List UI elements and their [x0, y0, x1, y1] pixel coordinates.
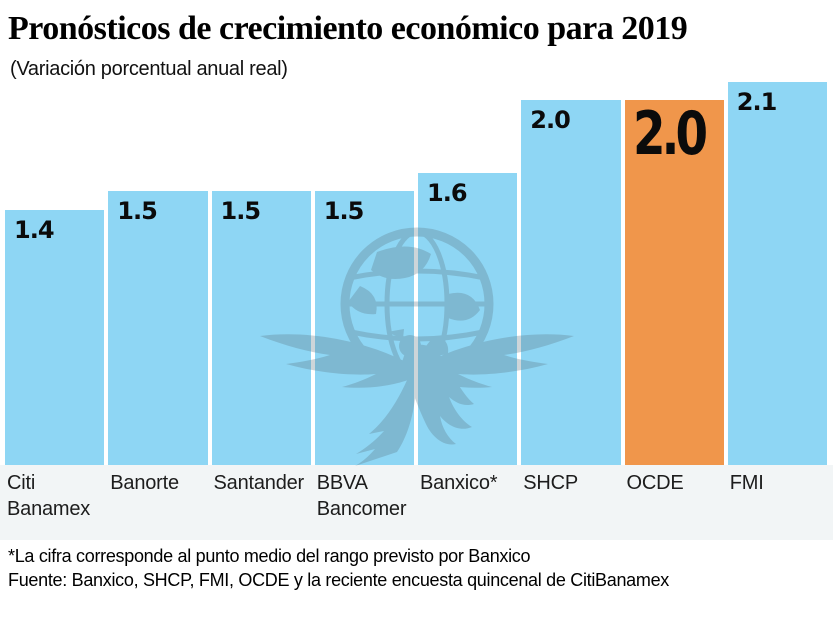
bar-shcp: 2.0 — [521, 100, 621, 465]
category-label-shcp: SHCP — [523, 472, 579, 494]
bar-santander: 1.5 — [211, 191, 311, 465]
footnote: *La cifra corresponde al punto medio del… — [8, 546, 531, 566]
bar-value-ocde: 2.0 — [632, 99, 708, 169]
category-label-fmi: FMI — [729, 472, 764, 494]
bar-value-citi-banamex: 1.4 — [14, 216, 55, 244]
bar-group: 1.4 1.5 1.5 1.5 1.6 2.0 2.0 2.1 — [0, 82, 833, 465]
category-label-santander: Santander — [213, 472, 305, 494]
page-title: Pronósticos de crecimiento económico par… — [8, 10, 688, 47]
bar-ocde: 2.0 — [624, 99, 724, 465]
bar-fmi: 2.1 — [727, 82, 827, 465]
x-axis-band: Citi Banamex Banorte Santander BBVA Bancome… — [0, 465, 833, 540]
bar-value-shcp: 2.0 — [530, 106, 571, 134]
bar-banorte: 1.5 — [108, 191, 208, 465]
source-line: Fuente: Banxico, SHCP, FMI, OCDE y la re… — [8, 570, 670, 590]
category-label-banxico: Banxico* — [420, 472, 498, 494]
category-label-bbva-bancomer: BBVA Bancomer — [316, 472, 407, 520]
bar-bbva-bancomer: 1.5 — [314, 191, 414, 465]
chart-subtitle: (Variación porcentual anual real) — [10, 58, 288, 80]
bar-value-fmi: 2.1 — [736, 88, 778, 116]
bar-value-santander: 1.5 — [220, 197, 262, 225]
bar-citi-banamex: 1.4 — [5, 210, 105, 465]
category-label-citi-banamex: Citi Banamex — [7, 472, 91, 520]
bar-value-banorte: 1.5 — [117, 197, 158, 225]
x-axis-labels: Citi Banamex Banorte Santander BBVA Bancome… — [0, 465, 833, 522]
bar-value-bbva-bancomer: 1.5 — [323, 197, 365, 225]
bar-value-banxico: 1.6 — [427, 179, 468, 207]
category-label-ocde: OCDE — [626, 472, 684, 494]
bar-chart: 1.4 1.5 1.5 1.5 1.6 2.0 2.0 2.1 — [0, 82, 833, 466]
category-label-banorte: Banorte — [110, 472, 179, 494]
bar-banxico: 1.6 — [418, 173, 518, 465]
